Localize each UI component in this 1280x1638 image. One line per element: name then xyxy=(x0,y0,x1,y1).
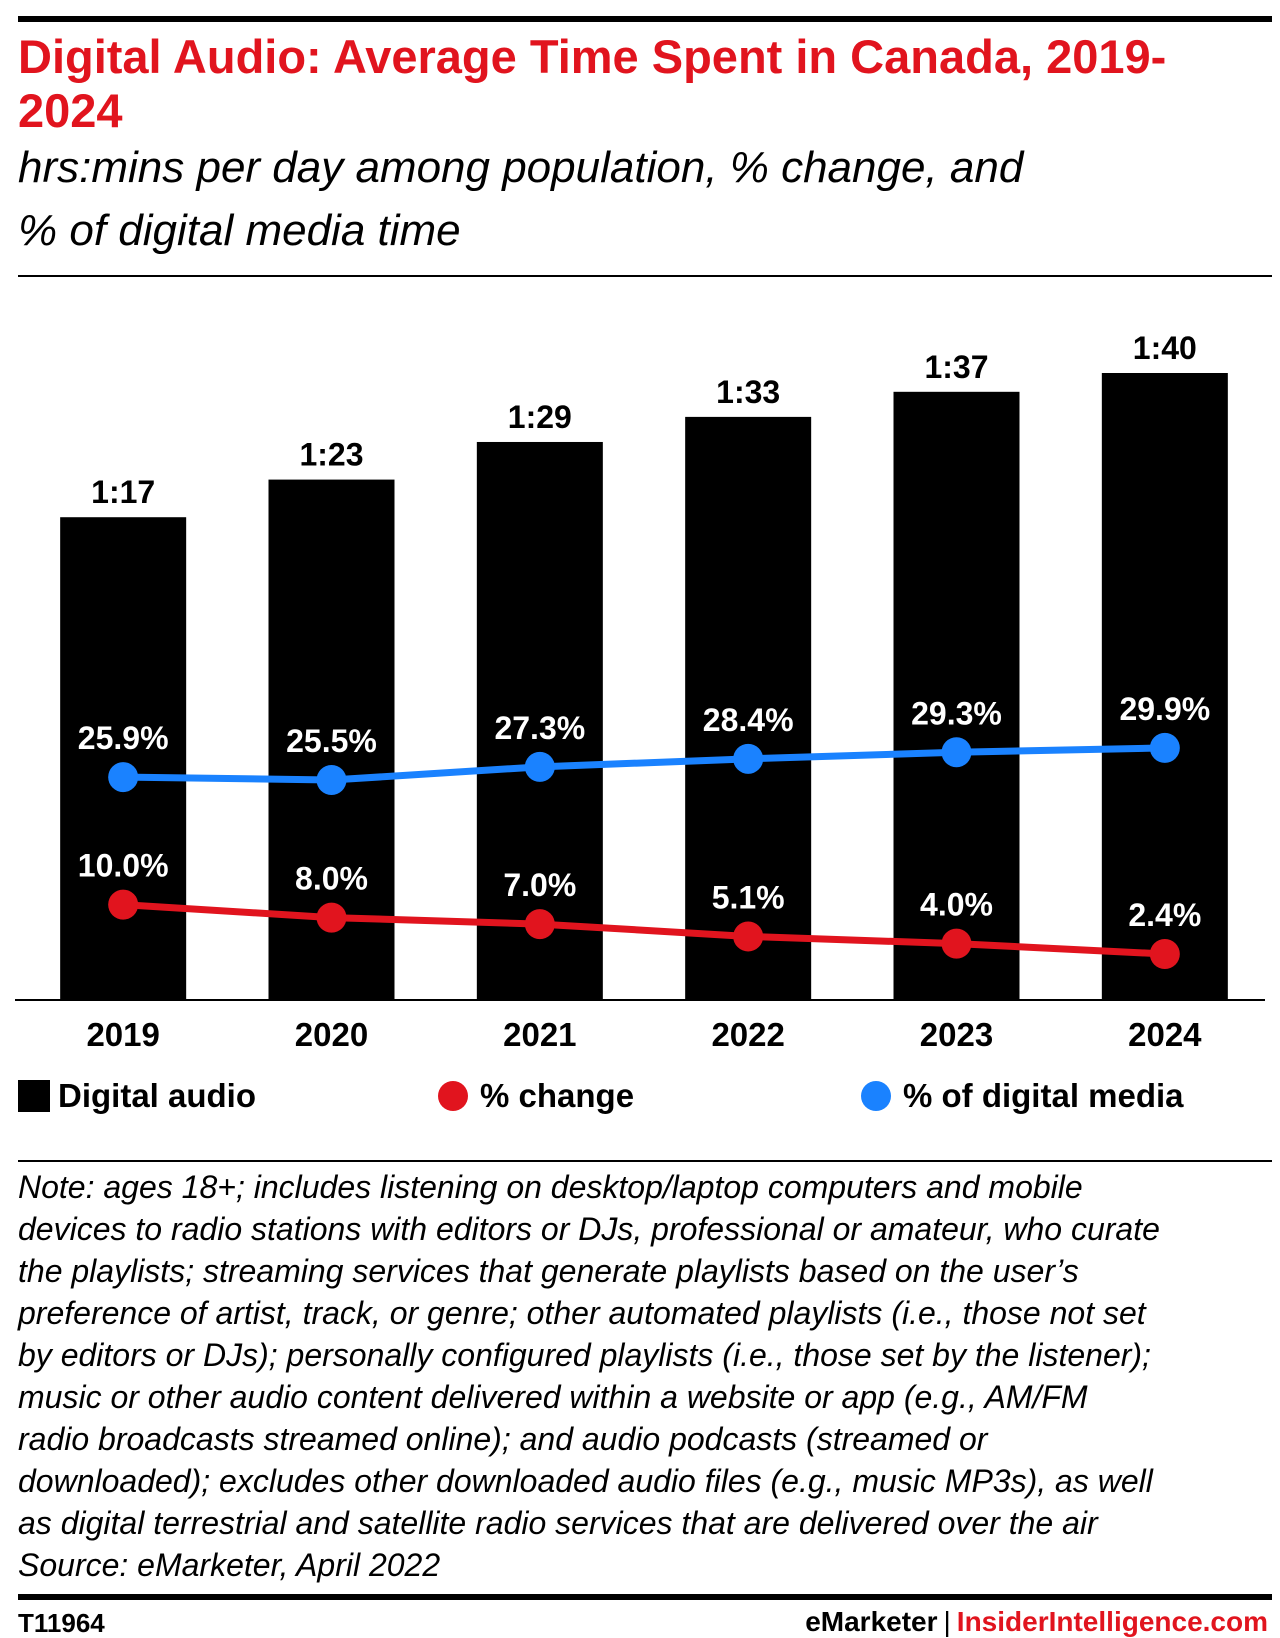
legend-item-pct-change: % change xyxy=(438,1073,634,1119)
note-line: radio broadcasts streamed online); and a… xyxy=(18,1421,988,1457)
x-tick-label-2023: 2023 xyxy=(920,1016,993,1050)
point-pct-digital-media-2024 xyxy=(1149,732,1180,763)
legend-label-pct-digital-media: % of digital media xyxy=(903,1077,1184,1114)
note-line: Note: ages 18+; includes listening on de… xyxy=(18,1169,1083,1205)
bar-label-2020: 1:23 xyxy=(299,437,363,473)
bar-label-2024: 1:40 xyxy=(1133,330,1197,366)
bar-digital-audio-2023 xyxy=(893,391,1020,1000)
bar-label-2021: 1:29 xyxy=(508,399,572,435)
point-label-pct-change-2022: 5.1% xyxy=(712,879,785,915)
bar-digital-audio-2024 xyxy=(1101,373,1228,1000)
note-line: the playlists; streaming services that g… xyxy=(18,1253,1079,1289)
note-line: by editors or DJs); personally configure… xyxy=(18,1337,1151,1373)
point-label-pct-change-2020: 8.0% xyxy=(295,861,368,897)
x-tick-label-2019: 2019 xyxy=(86,1016,159,1050)
notes-divider xyxy=(18,1160,1272,1162)
x-tick-label-2022: 2022 xyxy=(711,1016,784,1050)
point-label-pct-digital-media-2022: 28.4% xyxy=(703,702,794,738)
footer-brand: eMarketer | InsiderIntelligence.com xyxy=(805,1606,1268,1638)
x-tick-label-2020: 2020 xyxy=(295,1016,368,1050)
legend-marker-pct-change xyxy=(438,1081,468,1111)
bottom-rule xyxy=(18,1594,1272,1600)
point-label-pct-change-2024: 2.4% xyxy=(1128,897,1201,933)
point-pct-change-2024 xyxy=(1149,939,1180,969)
note-line: preference of artist, track, or genre; o… xyxy=(18,1295,1146,1331)
x-tick-label-2021: 2021 xyxy=(503,1016,576,1050)
legend-label-pct-change: % change xyxy=(480,1077,635,1114)
point-pct-digital-media-2023 xyxy=(941,737,972,768)
legend-swatch-digital-audio xyxy=(18,1080,50,1112)
brand-insider-intelligence: InsiderIntelligence.com xyxy=(956,1606,1268,1637)
point-label-pct-change-2023: 4.0% xyxy=(920,887,993,923)
top-rule xyxy=(18,16,1272,22)
source-line: Source: eMarketer, April 2022 xyxy=(18,1547,441,1583)
point-label-pct-digital-media-2023: 29.3% xyxy=(911,695,1002,731)
bar-digital-audio-2021 xyxy=(476,441,603,1001)
bar-label-2022: 1:33 xyxy=(716,374,780,410)
point-pct-digital-media-2019 xyxy=(108,762,139,793)
note-line: devices to radio stations with editors o… xyxy=(18,1211,1160,1247)
note-line: music or other audio content delivered w… xyxy=(18,1379,1088,1415)
subtitle-line-2: % of digital media time xyxy=(18,206,461,255)
point-label-pct-change-2021: 7.0% xyxy=(503,867,576,903)
bar-digital-audio-2019 xyxy=(60,517,187,1000)
point-pct-digital-media-2022 xyxy=(733,743,764,774)
legend-item-digital-audio: Digital audio xyxy=(18,1073,256,1119)
subtitle-line-1: hrs:mins per day among population, % cha… xyxy=(18,143,1024,192)
point-pct-change-2019 xyxy=(108,889,139,920)
point-pct-change-2020 xyxy=(316,902,347,933)
point-pct-change-2023 xyxy=(941,928,972,959)
legend-label-digital-audio: Digital audio xyxy=(58,1077,256,1114)
x-tick-label-2024: 2024 xyxy=(1128,1016,1202,1050)
bar-label-2019: 1:17 xyxy=(91,474,155,510)
point-pct-change-2022 xyxy=(733,921,764,952)
legend-item-pct-digital-media: % of digital media xyxy=(861,1073,1184,1119)
legend-marker-pct-digital-media xyxy=(861,1081,891,1111)
chart-code: T11964 xyxy=(18,1608,105,1638)
header-divider xyxy=(18,275,1272,277)
point-pct-change-2021 xyxy=(524,909,555,940)
point-label-pct-digital-media-2024: 29.9% xyxy=(1119,691,1210,727)
point-label-pct-digital-media-2020: 25.5% xyxy=(286,723,377,759)
note-line: as digital terrestrial and satellite rad… xyxy=(18,1505,1098,1541)
notes-block: Note: ages 18+; includes listening on de… xyxy=(18,1166,1268,1586)
bar-label-2023: 1:37 xyxy=(924,349,988,385)
note-line: downloaded); excludes other downloaded a… xyxy=(18,1463,1153,1499)
brand-separator: | xyxy=(943,1606,951,1637)
line-pct-change xyxy=(122,901,1166,958)
chart-subtitle: hrs:mins per day among population, % cha… xyxy=(18,136,1258,262)
point-label-pct-digital-media-2021: 27.3% xyxy=(494,710,585,746)
point-pct-digital-media-2021 xyxy=(524,751,555,782)
point-label-pct-digital-media-2019: 25.9% xyxy=(78,720,169,756)
combo-chart: 1:17 1:23 1:29 1:33 1:37 1:40 2019 2020 2021 2022… xyxy=(15,330,1265,1050)
brand-emarketer: eMarketer xyxy=(805,1606,938,1637)
point-pct-digital-media-2020 xyxy=(316,765,347,795)
chart-title: Digital Audio: Average Time Spent in Can… xyxy=(18,30,1167,137)
line-pct-digital-media xyxy=(123,744,1165,784)
bar-digital-audio-2022 xyxy=(685,416,812,1000)
point-label-pct-change-2019: 10.0% xyxy=(78,848,169,884)
